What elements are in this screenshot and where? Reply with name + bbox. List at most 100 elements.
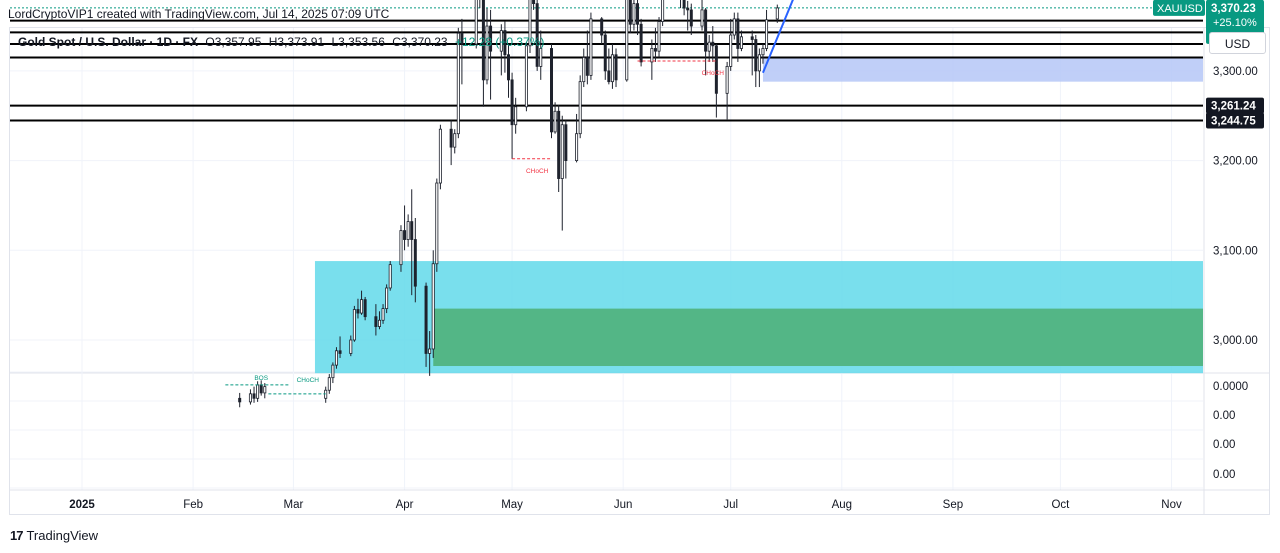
- time-tick-label: Apr: [396, 499, 414, 511]
- currency-button[interactable]: USD: [1209, 32, 1266, 54]
- candle-body: [532, 0, 536, 5]
- tradingview-logo-icon: 17: [10, 528, 24, 543]
- candle-body: [550, 48, 554, 133]
- candle-body: [489, 25, 493, 52]
- candle-body: [560, 124, 564, 179]
- candle-body: [575, 133, 579, 162]
- candle-body: [729, 34, 733, 67]
- candle-body: [535, 3, 539, 67]
- structure-label: CHoCH: [702, 70, 725, 77]
- candle-body: [438, 128, 442, 184]
- candle-body: [449, 128, 453, 148]
- projection-arrow-line: [762, 0, 794, 74]
- price-tick-label: 3,300.00: [1213, 66, 1258, 78]
- time-tick-label: Mar: [284, 499, 304, 511]
- candle-body: [259, 384, 263, 394]
- candle-body: [528, 0, 532, 47]
- candle-body: [653, 48, 657, 52]
- close-value: C3,370.23: [392, 35, 448, 49]
- candle-body: [657, 21, 661, 52]
- candle-body: [614, 54, 618, 81]
- pane-value-label: 0.00: [1213, 410, 1235, 422]
- price-badge-text: 3,244.75: [1211, 115, 1256, 127]
- symbol-badge: [1153, 0, 1205, 16]
- high-value: H3,373.91: [268, 35, 325, 49]
- price-badge: [1206, 112, 1264, 129]
- candle-body: [485, 25, 489, 81]
- time-tick-label: May: [501, 499, 523, 511]
- candle-body: [377, 319, 381, 327]
- candle-body: [349, 339, 353, 354]
- candle-body: [503, 30, 507, 56]
- structure-label: CHoCH: [526, 168, 549, 175]
- tradingview-brand[interactable]: 17 TradingView: [10, 528, 98, 543]
- candle-body: [603, 34, 607, 72]
- pane-value-label: 0.0000: [1213, 381, 1248, 393]
- candle-body: [481, 0, 485, 81]
- candle-body: [607, 70, 611, 83]
- structure-label: BOS: [254, 375, 268, 382]
- candle-body: [686, 7, 690, 11]
- candle-body: [739, 36, 743, 49]
- candle-body: [757, 54, 761, 72]
- candle-body: [553, 110, 557, 133]
- candle-body: [510, 79, 514, 126]
- candle-body: [385, 287, 389, 310]
- price-tick-label: 3,000.00: [1213, 335, 1258, 347]
- candle-body: [625, 0, 629, 81]
- open-value: O3,357.95: [205, 35, 262, 49]
- candle-body: [356, 309, 360, 314]
- candle-body: [661, 0, 665, 22]
- candle-body: [238, 397, 242, 403]
- candle-body: [707, 41, 711, 52]
- time-tick-label: Feb: [183, 499, 203, 511]
- price-badge: [1206, 97, 1264, 114]
- candle-body: [765, 19, 769, 49]
- candle-body: [263, 386, 267, 394]
- candle-body: [248, 393, 252, 403]
- structure-label: CHoCH: [297, 377, 320, 384]
- candle-body: [650, 48, 654, 63]
- candle-body: [725, 66, 729, 94]
- chart-frame: [9, 27, 1270, 515]
- candle-body: [514, 106, 518, 126]
- candle-body: [431, 263, 435, 350]
- last-change-text: +25.10%: [1213, 17, 1257, 29]
- candle-body: [578, 81, 582, 135]
- candle-body: [600, 18, 604, 36]
- candle-body: [564, 124, 568, 162]
- symbol-legend: Gold Spot / U.S. Dollar · 1D · FX O3,357…: [18, 35, 544, 49]
- candle-body: [456, 32, 460, 135]
- change-value: +12.28 (+0.37%): [454, 35, 545, 49]
- candle-body: [557, 110, 561, 179]
- candle-body: [750, 36, 754, 40]
- time-tick-label: Oct: [1051, 499, 1070, 511]
- candle-body: [374, 316, 378, 327]
- low-value: L3,353.56: [331, 35, 385, 49]
- candle-body: [539, 48, 543, 67]
- symbol-title: Gold Spot / U.S. Dollar · 1D · FX: [18, 35, 199, 49]
- time-tick-label: Jun: [614, 499, 633, 511]
- candle-body: [428, 348, 432, 354]
- candle-body: [435, 182, 439, 265]
- zone-fvg-green: [433, 308, 1203, 367]
- candle-body: [499, 30, 503, 52]
- candle-body: [424, 285, 428, 354]
- candle-body: [403, 230, 407, 240]
- time-tick-label: Jul: [723, 499, 738, 511]
- candle-body: [331, 364, 335, 379]
- candle-body: [413, 239, 417, 287]
- candle-body: [704, 9, 708, 52]
- candle-body: [754, 39, 758, 72]
- candle-body: [628, 0, 632, 25]
- candle-body: [714, 45, 718, 94]
- candle-body: [334, 350, 338, 366]
- candle-body: [363, 299, 367, 318]
- pane-value-label: 0.00: [1213, 469, 1235, 481]
- candle-body: [639, 23, 643, 63]
- candle-body: [381, 308, 385, 321]
- candle-body: [736, 18, 740, 49]
- candle-body: [352, 309, 356, 341]
- candle-body: [460, 32, 464, 45]
